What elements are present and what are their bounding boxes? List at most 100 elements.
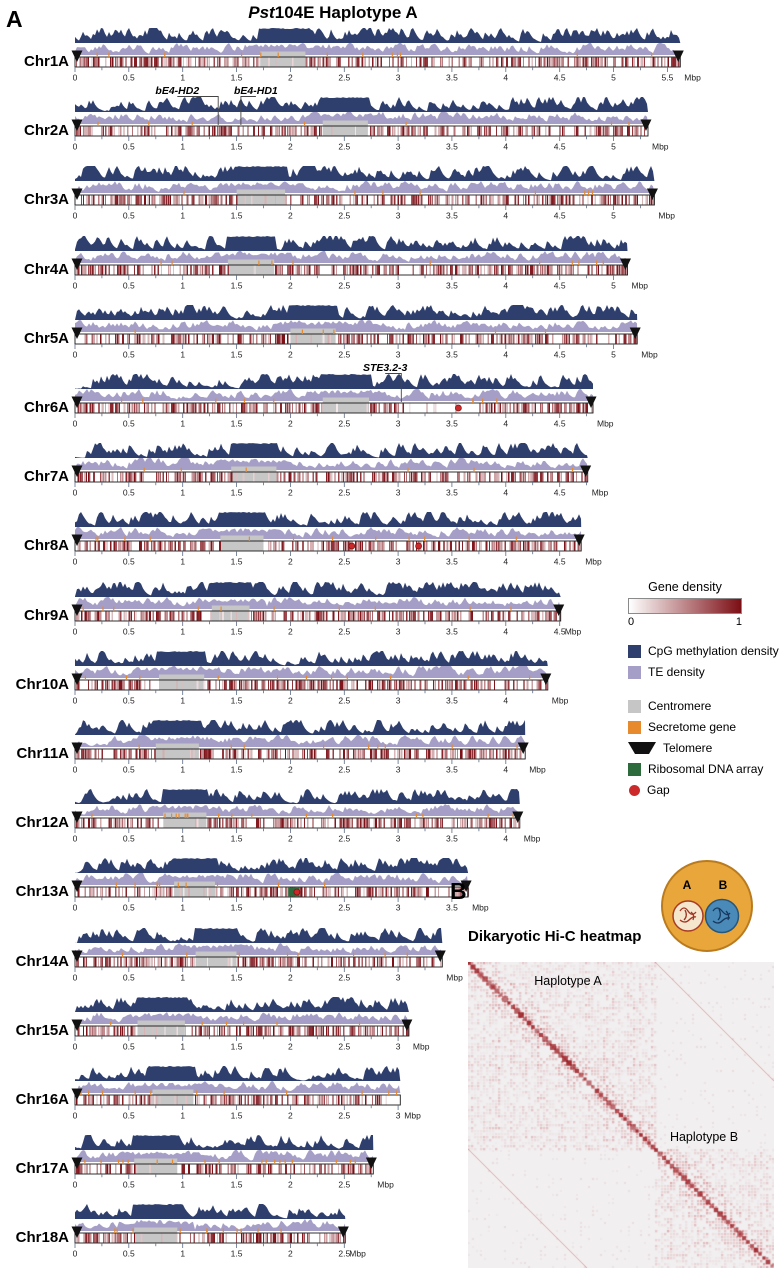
secretome-gene-ticks — [121, 952, 408, 957]
svg-text:5: 5 — [611, 73, 616, 83]
mbp-axis: 0 0.5 1 1.5 2 2.5 3 3.5 4 4.5 5 Mbp — [73, 136, 669, 152]
mbp-unit-label: Mbp — [472, 903, 489, 913]
gene-density-bar-border — [74, 679, 549, 691]
legend-item-secretome-gene: Secretome gene — [628, 720, 778, 734]
svg-text:3.5: 3.5 — [446, 349, 458, 359]
svg-text:2.5: 2.5 — [338, 280, 350, 290]
chromosome-row-Chr9A: Chr9A 0 0.5 1 1.5 2 2.5 3 3.5 4 4.5 Mbp — [24, 581, 582, 636]
cpg-methylation-track — [75, 581, 561, 597]
dikaryon-cartoon: A B — [661, 860, 753, 952]
cpg-methylation-track — [75, 166, 655, 182]
svg-text:2.5: 2.5 — [338, 349, 350, 359]
gene-density-bar-stripes — [76, 57, 680, 67]
svg-text:1.5: 1.5 — [231, 211, 243, 221]
cpg-methylation-track — [75, 996, 409, 1012]
mbp-axis: 0 0.5 1 1.5 2 2.5 3 Mbp — [73, 966, 463, 982]
gene-density-bar-border — [74, 194, 655, 206]
svg-text:2.5: 2.5 — [338, 765, 350, 775]
te-density-track — [75, 596, 561, 609]
mbp-unit-label: Mbp — [585, 557, 602, 567]
svg-text:0: 0 — [73, 349, 78, 359]
telomere-icon — [71, 534, 83, 547]
telomere-icon — [71, 604, 83, 616]
svg-text:2.5: 2.5 — [338, 488, 350, 498]
legend-item-gap: Gap — [628, 783, 778, 797]
chromosome-name: Chr13A — [16, 883, 70, 900]
svg-text:2.5: 2.5 — [338, 419, 350, 429]
svg-text:4.5: 4.5 — [554, 73, 566, 83]
centromere-region — [195, 951, 237, 967]
svg-text:2: 2 — [288, 1111, 293, 1121]
mbp-axis: 0 0.5 1 1.5 2 2.5 3 Mbp — [73, 1035, 430, 1051]
telomere-icon — [365, 1157, 377, 1170]
svg-text:1: 1 — [180, 695, 185, 705]
secretome-gene-ticks — [138, 744, 518, 749]
secretome-gene-ticks — [134, 329, 547, 334]
svg-text:1: 1 — [180, 488, 185, 498]
svg-text:2.5: 2.5 — [338, 73, 350, 83]
svg-text:3: 3 — [396, 211, 401, 221]
gene-annotation-label: STE3.2-3 — [363, 362, 408, 374]
svg-text:0.5: 0.5 — [123, 903, 135, 913]
hic-heatmap: Haplotype A Haplotype B — [468, 962, 774, 1268]
gene-density-bar-border — [74, 610, 562, 622]
chromosome-row-Chr1A: Chr1A 0 0.5 1 1.5 2 2.5 3 3.5 4 4.5 5 5.5 Mbp — [24, 28, 701, 83]
svg-text:0: 0 — [73, 765, 78, 775]
svg-text:5: 5 — [611, 349, 616, 359]
svg-text:4.5: 4.5 — [554, 626, 566, 636]
gene-annotation-label: bE4-HD2 — [155, 85, 199, 97]
svg-text:3.5: 3.5 — [446, 488, 458, 498]
legend-items: CpG methylation density TE density Centrom… — [628, 644, 779, 797]
mbp-axis: 0 0.5 1 1.5 2 2.5 3 Mbp — [73, 1105, 421, 1121]
gap-icon — [348, 543, 356, 550]
gene-density-bar-border — [74, 264, 628, 276]
svg-text:4.5: 4.5 — [554, 142, 566, 152]
chromosome-name: Chr14A — [16, 953, 70, 970]
gene-density-min: 0 — [628, 616, 635, 628]
svg-text:0.5: 0.5 — [123, 280, 135, 290]
svg-text:0: 0 — [73, 903, 78, 913]
gene-density-bar-stripes — [76, 818, 519, 828]
centromere-region — [155, 743, 199, 759]
svg-text:1.5: 1.5 — [231, 557, 243, 567]
chromosome-name: Chr1A — [24, 53, 69, 70]
mbp-axis: 0 0.5 1 1.5 2 2.5 Mbp — [73, 1174, 394, 1190]
svg-text:4: 4 — [503, 626, 508, 636]
svg-text:0.5: 0.5 — [123, 1111, 135, 1121]
mbp-unit-label: Mbp — [529, 765, 546, 775]
annotation-connector — [385, 373, 402, 402]
te-density-track — [75, 1011, 409, 1024]
legend-item-telomere: Telomere — [628, 741, 778, 755]
annotation-connector — [177, 96, 219, 126]
gene-density-legend-title: Gene density — [648, 580, 722, 594]
gene-density-bar-stripes — [76, 1095, 388, 1105]
cpg-methylation-track — [75, 1066, 401, 1081]
telomere-icon — [337, 1226, 349, 1239]
svg-text:3.5: 3.5 — [446, 419, 458, 429]
gap-icon — [293, 889, 301, 896]
svg-text:0.5: 0.5 — [123, 1249, 135, 1259]
cpg-methylation-track — [75, 512, 582, 528]
te-density-track — [75, 1150, 374, 1163]
svg-text:0: 0 — [73, 626, 78, 636]
secretome-gene-ticks — [95, 536, 517, 542]
color-swatch-icon — [628, 699, 641, 713]
telomere-icon — [71, 1226, 83, 1239]
svg-text:1: 1 — [180, 349, 185, 359]
chromosome-row-Chr7A: Chr7A 0 0.5 1 1.5 2 2.5 3 3.5 4 4.5 Mbp — [24, 443, 609, 498]
svg-text:0.5: 0.5 — [123, 142, 135, 152]
legend-item-te-density: TE density — [628, 665, 778, 679]
svg-text:0.5: 0.5 — [123, 626, 135, 636]
haplotype-a-label: Haplotype A — [534, 974, 602, 988]
svg-text:2.5: 2.5 — [338, 1180, 350, 1190]
telomere-icon — [71, 1019, 83, 1031]
mbp-axis: 0 0.5 1 1.5 2 2.5 3 3.5 4 4.5 5 5.5 Mbp — [73, 67, 701, 83]
mbp-unit-label: Mbp — [524, 834, 541, 844]
te-density-track — [75, 389, 593, 401]
svg-text:4.5: 4.5 — [554, 349, 566, 359]
mbp-axis: 0 0.5 1 1.5 2 2.5 3 3.5 4 4.5 5 Mbp — [73, 343, 658, 359]
secretome-gene-ticks — [82, 606, 512, 611]
gene-density-bar-stripes — [77, 541, 581, 551]
